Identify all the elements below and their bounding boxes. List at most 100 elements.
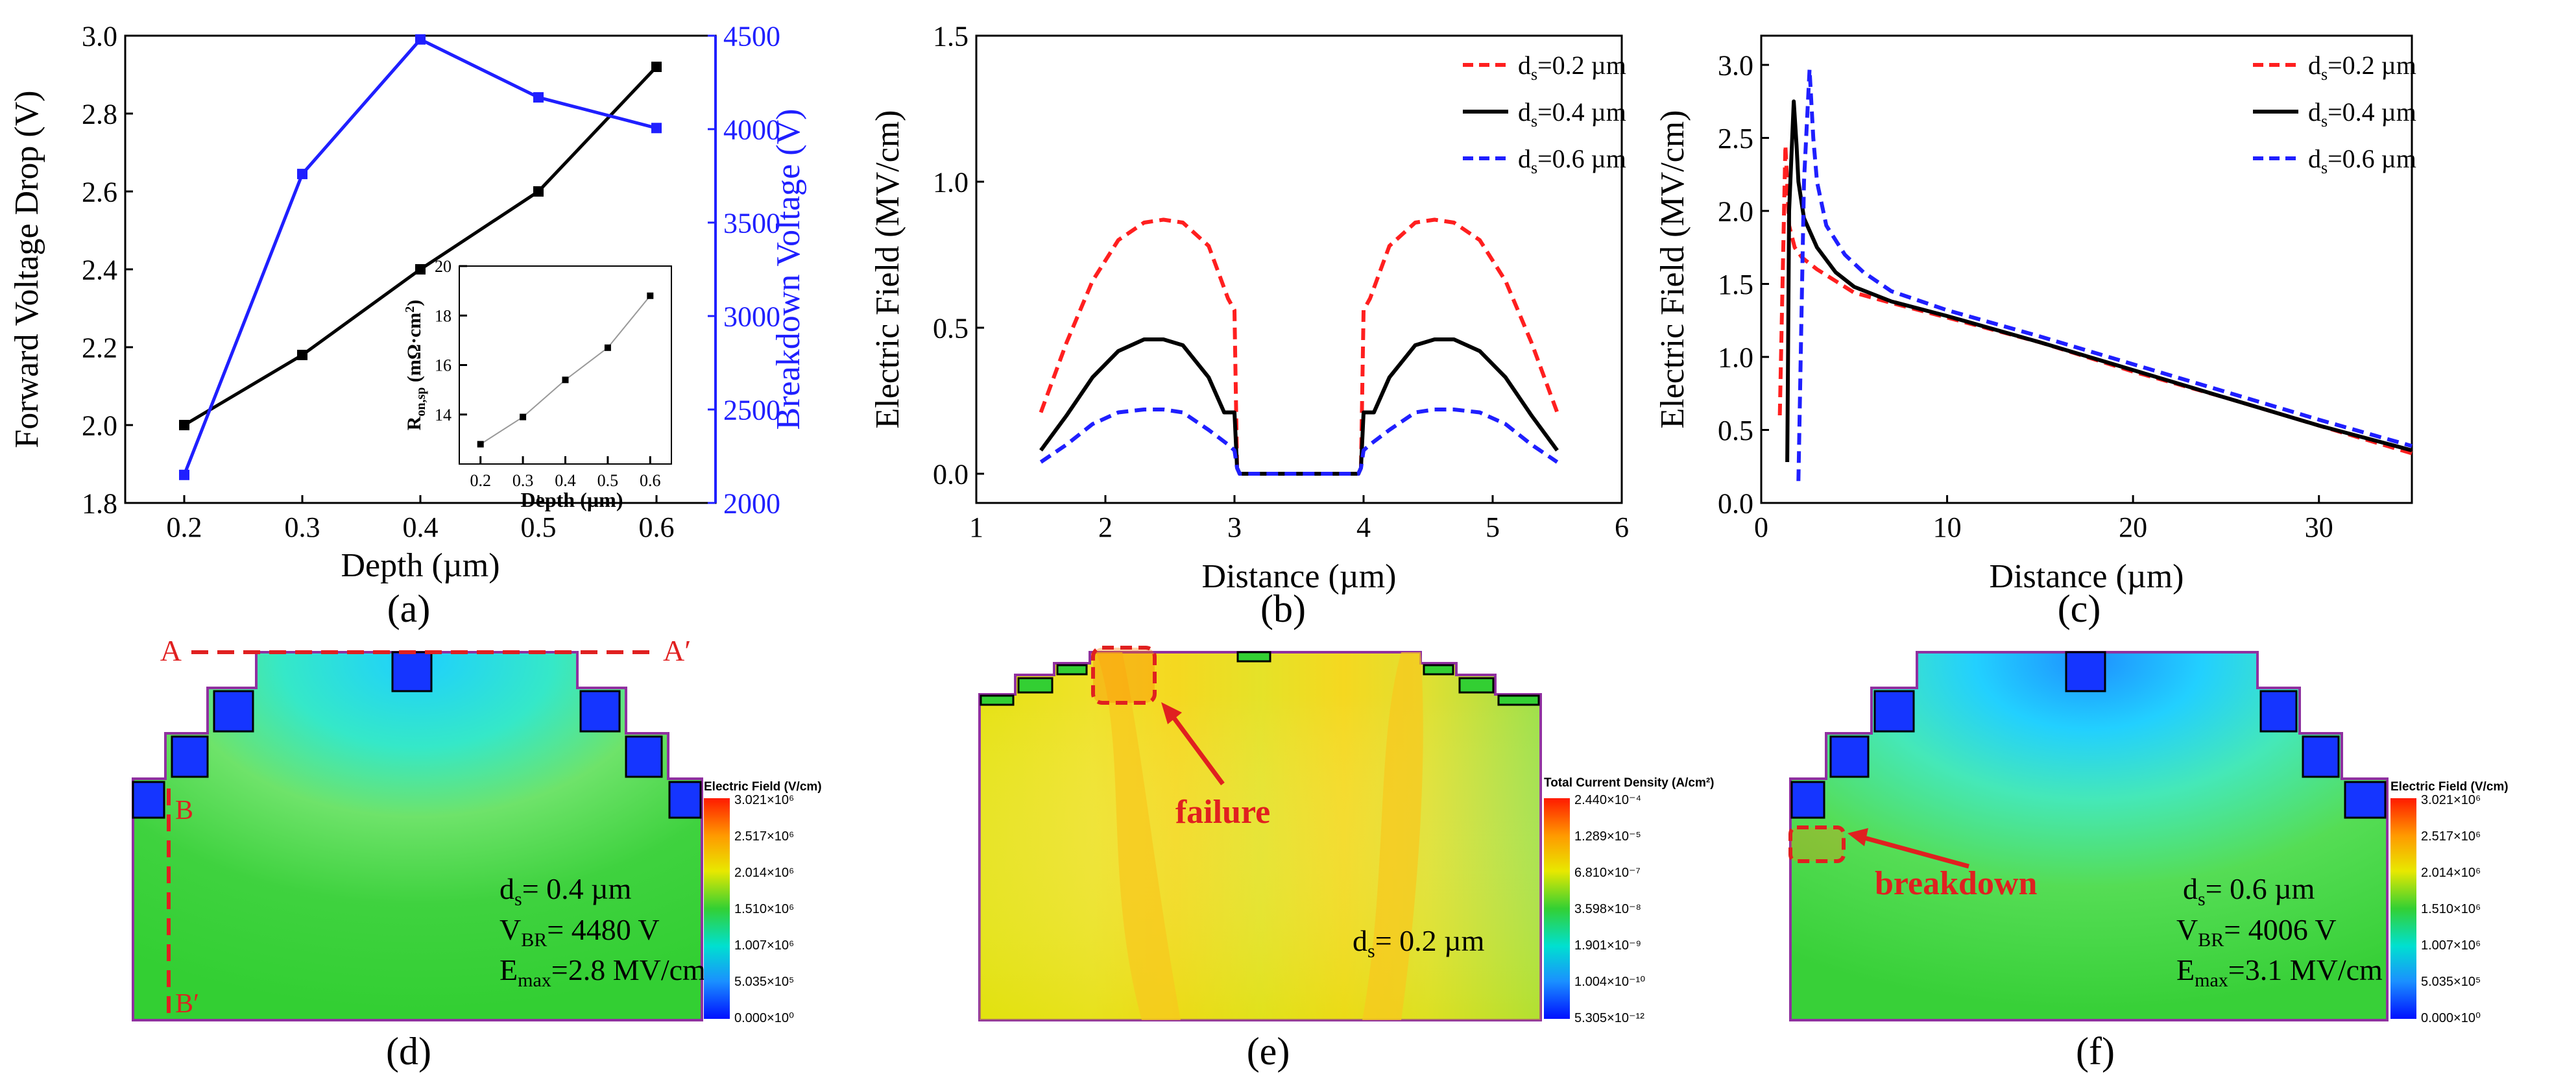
panel-b-x-tick-label: 6 — [1615, 511, 1629, 543]
failure-arrow-head — [1161, 702, 1182, 724]
panel-c-x-axis-label: Distance (µm) — [1990, 558, 2184, 595]
panel-f-emax-text: Emax=3.1 MV/cm — [2176, 953, 2383, 991]
panel-a-series-0-point — [297, 350, 307, 360]
panel-b-y-tick-label: 0.5 — [933, 312, 969, 344]
cbar-ticks-e-label: 6.810×10⁻⁷ — [1574, 866, 1641, 880]
cbar-ticks-e-label: 1.901×10⁻⁹ — [1574, 938, 1641, 953]
panel-f-device-body — [1789, 651, 2389, 1021]
cbar-ticks-e-label: 1.289×10⁻⁵ — [1574, 829, 1641, 844]
panel-c-y-tick-label: 1.0 — [1718, 341, 1753, 373]
panel-f-pocket — [2344, 781, 2387, 819]
panel-d-colorbar: Electric Field (V/cm) 3.021×10⁶ 2.517×10⁶… — [704, 780, 822, 1025]
panel-a-inset-x-tick-label: 0.6 — [640, 471, 661, 490]
panel-a-inset-y-label: Ron,sp (mΩ·cm2) — [403, 300, 428, 431]
panel-c-x-tick-label: 20 — [2119, 511, 2147, 543]
panel-a-y-tick-label: 2.4 — [82, 254, 117, 286]
panel-a-y-right-tick-label: 3000 — [723, 300, 780, 332]
panel-c-y-tick-label: 2.0 — [1718, 195, 1753, 227]
panel-b-label: (b) — [1260, 587, 1306, 630]
panel-e-colorbar: Total Current Density (A/cm²) 2.440×10⁻⁴… — [1544, 776, 1715, 1025]
panel-f-pocket — [1790, 781, 1825, 819]
cbar-ticks-f-label: 5.035×10⁵ — [2421, 975, 2481, 989]
colorbar-d-title: Electric Field (V/cm) — [704, 780, 822, 794]
panel-a-x-tick-label: 0.4 — [403, 511, 439, 543]
panel-a-inset-y-tick-label: 18 — [435, 306, 451, 325]
panel-c-legend-label: ds=0.4 µm — [2308, 97, 2416, 130]
breakdown-highlight-box — [1788, 825, 1846, 863]
panel-f-pocket — [2302, 735, 2340, 778]
panel-e-pocket — [1056, 664, 1088, 676]
panel-e-ds-text: ds= 0.2 µm — [1353, 924, 1485, 962]
panel-e-current-path-right — [1362, 652, 1423, 1020]
cbar-ticks-e-label: 5.305×10⁻¹² — [1574, 1011, 1644, 1025]
cbar-ticks-f-label: 0.000×10⁰ — [2421, 1011, 2481, 1025]
panel-b-x-tick-label: 4 — [1356, 511, 1371, 543]
panel-b-electric-field-chart: 1 2 3 4 5 6 0.0 0.5 1.0 1.5 ds=0.2 µm ds=0.4 µm ds=0… — [869, 20, 1629, 595]
panel-e-device-current-map: failure ds= 0.2 µm — [978, 646, 1542, 1021]
panel-f-vbr-text: VBR= 4006 V — [2176, 913, 2337, 951]
panel-a-series-0-point — [533, 186, 544, 197]
colorbar-f-gradient — [2390, 798, 2416, 1019]
panel-a-inset-y-tick-label: 20 — [435, 257, 451, 276]
panel-a-series-0-point — [651, 62, 662, 72]
cbar-ticks-d-label: 3.021×10⁶ — [734, 793, 794, 807]
cbar-ticks-f-label: 2.014×10⁶ — [2421, 866, 2481, 880]
colorbar-d-gradient — [704, 798, 730, 1019]
panel-a-x-tick-label: 0.6 — [639, 511, 675, 543]
panel-c-series-2-line — [1796, 67, 2413, 482]
colorbar-e-title: Total Current Density (A/cm²) — [1544, 776, 1715, 790]
cbar-ticks-d-label: 5.035×10⁵ — [734, 975, 794, 989]
panel-d-label: (d) — [386, 1030, 431, 1073]
panel-c-legend-label: ds=0.2 µm — [2308, 51, 2416, 84]
panel-f-pocket — [2065, 651, 2106, 692]
panel-c-x-tick-label: 0 — [1754, 511, 1768, 543]
panel-b-x-tick-label: 2 — [1098, 511, 1113, 543]
panel-a-series-1-point — [297, 169, 307, 180]
panel-c-y-tick-label: 1.5 — [1718, 269, 1753, 300]
panel-a-series-1-point — [651, 123, 662, 134]
failure-highlight-box — [1091, 646, 1157, 705]
panel-c-y-axis-label: Electric Field (MV/cm) — [1654, 110, 1691, 429]
cbar-ticks-d-label: 1.510×10⁶ — [734, 902, 794, 916]
panel-a-x-tick-label: 0.3 — [285, 511, 320, 543]
panel-d-vbr-text: VBR= 4480 V — [500, 913, 660, 951]
panel-a-y-tick-label: 3.0 — [82, 20, 117, 52]
panel-c-label: (c) — [2058, 587, 2101, 630]
breakdown-label: breakdown — [1875, 865, 2038, 902]
panel-d-pocket — [213, 690, 254, 733]
panel-b-y-axis-label: Electric Field (MV/cm) — [869, 110, 906, 429]
panel-a-series-0-point — [415, 264, 426, 275]
failure-arrow — [1169, 712, 1225, 786]
cbar-ticks-f-label: 2.517×10⁶ — [2421, 829, 2481, 844]
panel-a-y-right-tick-label: 4000 — [723, 114, 780, 145]
panel-c-series-1-line — [1785, 99, 2413, 463]
failure-label: failure — [1175, 794, 1270, 831]
panel-a-y-tick-label: 1.8 — [82, 487, 117, 519]
panel-d-pocket — [132, 781, 165, 819]
panel-a-inset-x-tick-label: 0.2 — [470, 471, 491, 490]
panel-a-y-tick-label: 2.8 — [82, 98, 117, 130]
cbar-ticks-f-label: 3.021×10⁶ — [2421, 793, 2481, 807]
panel-c-plot-frame — [1760, 34, 2413, 504]
panel-b-x-axis-label: Distance (µm) — [1202, 558, 1397, 595]
colorbar-f-ticks: 3.021×10⁶ 2.517×10⁶ 2.014×10⁶ 1.510×10⁶ 1.00… — [2421, 793, 2481, 1025]
cbar-ticks-d-label: 0.000×10⁰ — [734, 1011, 794, 1025]
panel-e-label: (e) — [1247, 1030, 1290, 1073]
panel-e-pocket — [1017, 677, 1053, 694]
breakdown-arrow-head — [1848, 828, 1868, 846]
point-b-prime-label: B′ — [175, 989, 199, 1019]
panel-a-y-right-tick-label: 2500 — [723, 394, 780, 426]
panel-e-pocket — [1458, 677, 1495, 694]
panel-c-y-tick-label: 0.5 — [1718, 415, 1753, 446]
panel-d-device-body — [132, 651, 703, 1021]
panel-a-inset-x-label: Depth (µm) — [521, 488, 623, 511]
panel-a-inset-y-tick-label: 16 — [435, 356, 451, 375]
panel-a-inset-y-tick-label: 14 — [435, 406, 451, 424]
panel-a-x-axis-label: Depth (µm) — [341, 547, 500, 584]
panel-a-x-tick-label: 0.2 — [167, 511, 202, 543]
panel-a-inset-point — [647, 292, 654, 299]
panel-b-series-0-line — [1039, 217, 1559, 476]
panel-b-series-2-line — [1039, 408, 1559, 476]
panel-c-y-tick-label: 3.0 — [1718, 49, 1753, 81]
panel-d-pocket — [579, 690, 621, 733]
